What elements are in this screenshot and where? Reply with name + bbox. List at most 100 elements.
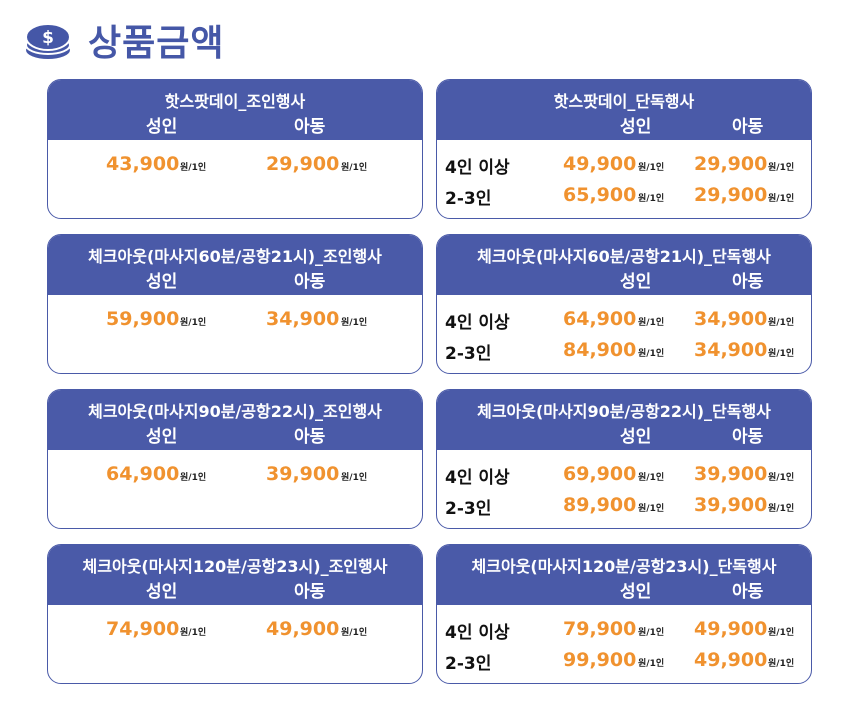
adult-column-header: 성인 — [146, 582, 178, 602]
price-unit: 원/1인 — [638, 659, 665, 669]
group-size-label: 2-3인 — [445, 654, 492, 674]
card-title: 체크아웃(마사지90분/공항22시)_단독행사 — [477, 402, 771, 421]
adult-price: 84,900 — [563, 339, 637, 361]
card-title: 체크아웃(마사지120분/공항23시)_조인행사 — [82, 557, 388, 576]
join-tour-card: 핫스팟데이_조인행사 성인 아동 43,900 원/1인 29,900 원/1인 — [47, 79, 423, 219]
price-row: 2-3인 89,900 원/1인 39,900 원/1인 — [437, 494, 811, 522]
adult-column-header: 성인 — [620, 427, 652, 447]
price-unit: 원/1인 — [341, 628, 368, 638]
private-tour-card: 핫스팟데이_단독행사 성인 아동 4인 이상 49,900 원/1인 29,900 원/1인 2… — [436, 79, 812, 219]
child-price: 39,900 — [694, 494, 768, 516]
price-unit: 원/1인 — [768, 659, 795, 669]
price-unit: 원/1인 — [768, 504, 795, 514]
child-price: 49,900 — [694, 618, 768, 640]
child-price: 34,900 — [266, 308, 340, 330]
child-price: 29,900 — [694, 184, 768, 206]
card-title: 체크아웃(마사지60분/공항21시)_조인행사 — [88, 247, 382, 266]
adult-price: 64,900 — [106, 463, 180, 485]
adult-price: 43,900 — [106, 153, 180, 175]
card-title: 체크아웃(마사지120분/공항23시)_단독행사 — [471, 557, 777, 576]
adult-column-header: 성인 — [146, 272, 178, 292]
page-title: 상품금액 — [88, 23, 225, 64]
svg-text:$: $ — [42, 28, 54, 48]
card-header: 핫스팟데이_조인행사 성인 아동 — [48, 80, 422, 140]
group-size-label: 4인 이상 — [445, 468, 510, 488]
price-unit: 원/1인 — [768, 194, 795, 204]
price-unit: 원/1인 — [180, 473, 207, 483]
price-row: 43,900 원/1인 29,900 원/1인 — [48, 153, 422, 181]
card-title: 체크아웃(마사지90분/공항22시)_조인행사 — [88, 402, 382, 421]
price-row: 4인 이상 64,900 원/1인 34,900 원/1인 — [437, 308, 811, 336]
child-column-header: 아동 — [732, 427, 764, 447]
private-tour-card: 체크아웃(마사지90분/공항22시)_단독행사 성인 아동 4인 이상 69,900 원/… — [436, 389, 812, 529]
coins-icon: $ — [25, 23, 71, 59]
child-price: 49,900 — [694, 649, 768, 671]
group-size-label: 4인 이상 — [445, 158, 510, 178]
group-size-label: 2-3인 — [445, 499, 492, 519]
join-tour-card: 체크아웃(마사지90분/공항22시)_조인행사 성인 아동 64,900 원/1인 39,… — [47, 389, 423, 529]
price-row: 64,900 원/1인 39,900 원/1인 — [48, 463, 422, 491]
price-unit: 원/1인 — [180, 163, 207, 173]
price-unit: 원/1인 — [638, 504, 665, 514]
price-unit: 원/1인 — [768, 163, 795, 173]
child-column-header: 아동 — [732, 117, 764, 137]
card-title: 체크아웃(마사지60분/공항21시)_단독행사 — [477, 247, 771, 266]
adult-price: 64,900 — [563, 308, 637, 330]
join-tour-card: 체크아웃(마사지60분/공항21시)_조인행사 성인 아동 59,900 원/1인 34,… — [47, 234, 423, 374]
child-column-header: 아동 — [294, 117, 326, 137]
adult-column-header: 성인 — [620, 582, 652, 602]
child-price: 49,900 — [266, 618, 340, 640]
adult-price: 89,900 — [563, 494, 637, 516]
price-unit: 원/1인 — [638, 318, 665, 328]
private-tour-card: 체크아웃(마사지120분/공항23시)_단독행사 성인 아동 4인 이상 79,900 원… — [436, 544, 812, 684]
child-column-header: 아동 — [294, 272, 326, 292]
price-row: 2-3인 84,900 원/1인 34,900 원/1인 — [437, 339, 811, 367]
child-price: 29,900 — [694, 153, 768, 175]
card-title: 핫스팟데이_조인행사 — [164, 92, 306, 111]
child-price: 34,900 — [694, 339, 768, 361]
adult-price: 65,900 — [563, 184, 637, 206]
price-row: 4인 이상 69,900 원/1인 39,900 원/1인 — [437, 463, 811, 491]
price-unit: 원/1인 — [768, 318, 795, 328]
adult-column-header: 성인 — [146, 427, 178, 447]
adult-price: 59,900 — [106, 308, 180, 330]
price-unit: 원/1인 — [638, 163, 665, 173]
price-unit: 원/1인 — [180, 628, 207, 638]
adult-column-header: 성인 — [620, 272, 652, 292]
child-price: 39,900 — [694, 463, 768, 485]
child-price: 34,900 — [694, 308, 768, 330]
adult-price: 49,900 — [563, 153, 637, 175]
child-column-header: 아동 — [732, 272, 764, 292]
price-unit: 원/1인 — [341, 163, 368, 173]
page-header: $ 상품금액 — [22, 14, 224, 66]
group-size-label: 2-3인 — [445, 344, 492, 364]
price-unit: 원/1인 — [341, 318, 368, 328]
price-unit: 원/1인 — [341, 473, 368, 483]
price-row: 4인 이상 49,900 원/1인 29,900 원/1인 — [437, 153, 811, 181]
adult-price: 69,900 — [563, 463, 637, 485]
group-size-label: 2-3인 — [445, 189, 492, 209]
adult-price: 99,900 — [563, 649, 637, 671]
child-column-header: 아동 — [294, 427, 326, 447]
price-unit: 원/1인 — [180, 318, 207, 328]
price-unit: 원/1인 — [768, 349, 795, 359]
card-title: 핫스팟데이_단독행사 — [553, 92, 695, 111]
price-row: 2-3인 99,900 원/1인 49,900 원/1인 — [437, 649, 811, 677]
price-unit: 원/1인 — [768, 473, 795, 483]
private-tour-card: 체크아웃(마사지60분/공항21시)_단독행사 성인 아동 4인 이상 64,900 원/… — [436, 234, 812, 374]
price-unit: 원/1인 — [768, 628, 795, 638]
group-size-label: 4인 이상 — [445, 313, 510, 333]
child-column-header: 아동 — [732, 582, 764, 602]
price-unit: 원/1인 — [638, 473, 665, 483]
child-column-header: 아동 — [294, 582, 326, 602]
child-price: 39,900 — [266, 463, 340, 485]
adult-column-header: 성인 — [620, 117, 652, 137]
join-tour-card: 체크아웃(마사지120분/공항23시)_조인행사 성인 아동 74,900 원/1인 49… — [47, 544, 423, 684]
